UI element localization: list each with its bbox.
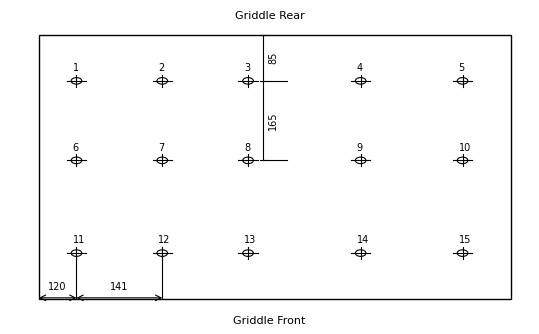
Bar — [39, 34, 511, 300]
Text: 85: 85 — [268, 51, 279, 64]
Text: Griddle Rear: Griddle Rear — [234, 11, 305, 21]
Text: 120: 120 — [49, 282, 67, 292]
Text: 6: 6 — [73, 143, 79, 153]
Text: 14: 14 — [357, 235, 369, 245]
Text: 9: 9 — [357, 143, 363, 153]
Text: 10: 10 — [459, 143, 471, 153]
Text: 12: 12 — [158, 235, 171, 245]
Text: 5: 5 — [459, 63, 465, 73]
Text: Griddle Front: Griddle Front — [233, 316, 306, 326]
Text: 1: 1 — [73, 63, 79, 73]
Text: 2: 2 — [158, 63, 164, 73]
Text: 141: 141 — [110, 282, 128, 292]
Text: 15: 15 — [459, 235, 471, 245]
Text: 4: 4 — [357, 63, 363, 73]
Text: 3: 3 — [244, 63, 250, 73]
Text: 8: 8 — [244, 143, 250, 153]
Text: 11: 11 — [73, 235, 85, 245]
Text: 165: 165 — [268, 111, 279, 130]
Text: 13: 13 — [244, 235, 257, 245]
Text: 7: 7 — [158, 143, 164, 153]
